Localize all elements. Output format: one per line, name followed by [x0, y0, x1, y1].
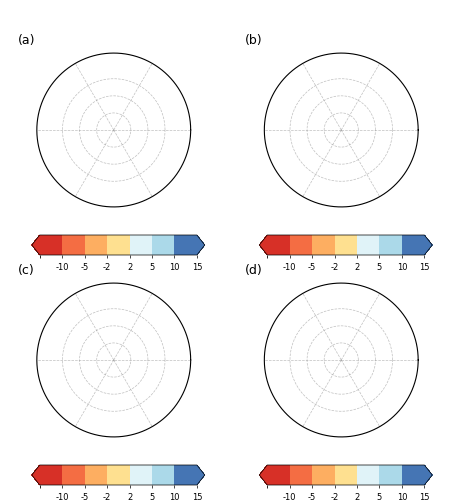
Text: (c): (c)	[18, 264, 35, 277]
Polygon shape	[264, 53, 418, 207]
PathPatch shape	[197, 465, 205, 485]
Polygon shape	[37, 283, 191, 437]
PathPatch shape	[32, 465, 40, 485]
PathPatch shape	[425, 235, 432, 255]
Polygon shape	[264, 283, 418, 437]
Text: (d): (d)	[245, 264, 263, 277]
Text: (a): (a)	[18, 34, 35, 47]
PathPatch shape	[259, 235, 267, 255]
Text: (b): (b)	[245, 34, 263, 47]
PathPatch shape	[197, 235, 205, 255]
Polygon shape	[37, 53, 191, 207]
PathPatch shape	[425, 465, 432, 485]
PathPatch shape	[32, 235, 40, 255]
PathPatch shape	[259, 465, 267, 485]
